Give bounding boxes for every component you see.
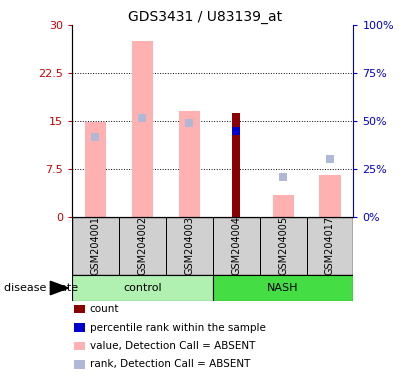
- Text: rank, Detection Call = ABSENT: rank, Detection Call = ABSENT: [90, 359, 250, 369]
- Bar: [272, 195, 293, 217]
- Bar: [213, 275, 353, 301]
- Text: GSM204004: GSM204004: [231, 216, 241, 275]
- Point: [139, 115, 145, 121]
- Text: NASH: NASH: [267, 283, 299, 293]
- Text: GSM204002: GSM204002: [137, 216, 147, 275]
- Bar: [72, 275, 213, 301]
- Bar: [319, 175, 341, 217]
- Bar: [85, 122, 106, 217]
- Text: count: count: [90, 304, 119, 314]
- Text: GSM204001: GSM204001: [90, 216, 100, 275]
- Text: percentile rank within the sample: percentile rank within the sample: [90, 323, 266, 333]
- Text: control: control: [123, 283, 162, 293]
- Text: value, Detection Call = ABSENT: value, Detection Call = ABSENT: [90, 341, 255, 351]
- Bar: [119, 217, 166, 275]
- Point: [233, 127, 240, 134]
- Text: GSM204005: GSM204005: [278, 216, 288, 275]
- Text: GDS3431 / U83139_at: GDS3431 / U83139_at: [128, 10, 282, 23]
- Text: GSM204003: GSM204003: [184, 216, 194, 275]
- Point: [92, 134, 99, 140]
- Bar: [260, 217, 307, 275]
- Bar: [72, 217, 119, 275]
- Bar: [166, 217, 213, 275]
- Bar: [213, 217, 260, 275]
- Point: [280, 174, 286, 180]
- Point: [186, 120, 192, 126]
- Bar: [179, 111, 200, 217]
- Bar: [307, 217, 353, 275]
- Point: [327, 156, 333, 162]
- Polygon shape: [50, 281, 68, 295]
- Text: GSM204017: GSM204017: [325, 216, 335, 275]
- Bar: [132, 41, 153, 217]
- Text: disease state: disease state: [4, 283, 78, 293]
- Bar: [232, 113, 240, 217]
